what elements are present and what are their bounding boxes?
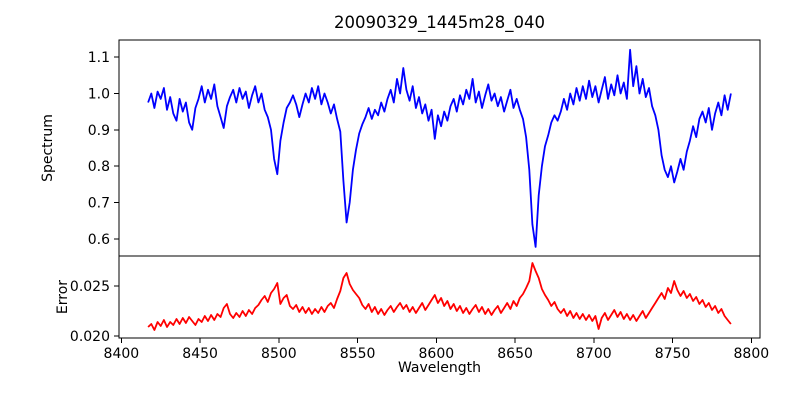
y-tick-label: 1.1	[88, 50, 110, 66]
spectrum-y-axis-label: Spectrum	[40, 114, 56, 182]
x-tick-label: 8750	[655, 346, 691, 362]
x-tick-label: 8500	[261, 346, 297, 362]
x-tick-label: 8400	[104, 346, 140, 362]
y-tick-label: 0.020	[70, 329, 110, 345]
y-tick-label: 0.9	[88, 123, 110, 139]
x-axis-label: Wavelength	[398, 360, 481, 376]
error-line	[147, 262, 732, 331]
y-tick-label: 0.7	[88, 196, 110, 212]
y-tick-label: 0.8	[88, 159, 110, 175]
chart-title: 20090329_1445m28_040	[334, 13, 545, 33]
error-y-axis-label: Error	[55, 280, 71, 314]
x-tick-label: 8700	[576, 346, 612, 362]
x-tick-label: 8800	[734, 346, 770, 362]
spectrum-axes-box	[118, 39, 761, 257]
y-tick-label: 0.025	[70, 279, 110, 295]
error-axes-box	[118, 255, 761, 339]
x-tick-label: 8600	[419, 346, 455, 362]
x-tick-label: 8650	[497, 346, 533, 362]
spectrum-line	[147, 48, 732, 248]
y-tick-label: 1.0	[88, 86, 110, 102]
x-tick-label: 8550	[340, 346, 376, 362]
x-tick-label: 8450	[182, 346, 218, 362]
y-tick-label: 0.6	[88, 232, 110, 248]
